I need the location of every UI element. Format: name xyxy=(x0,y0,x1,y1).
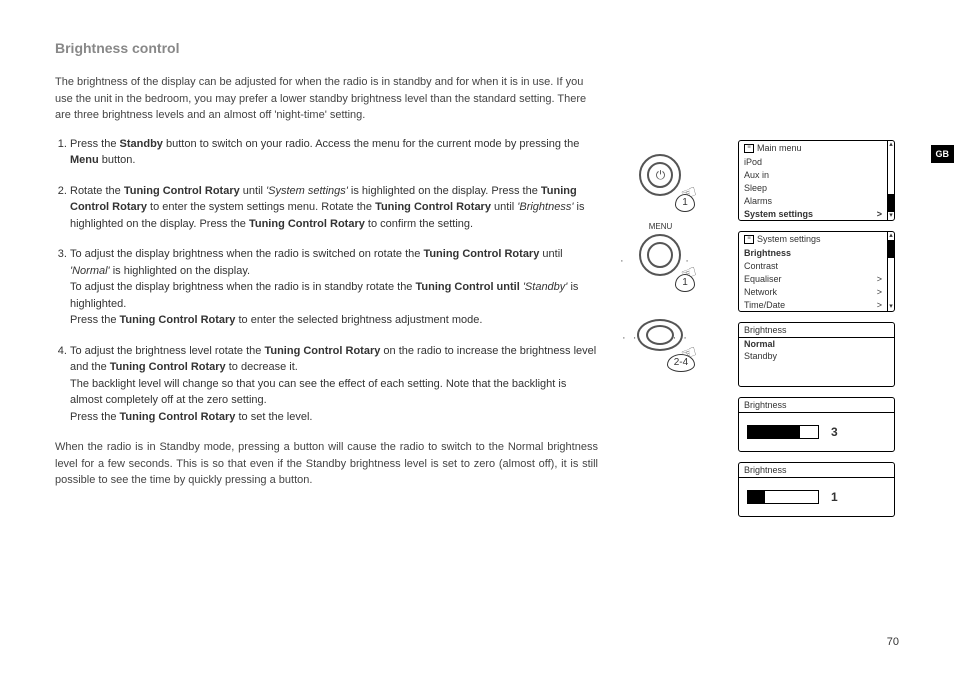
brightness-bar xyxy=(747,425,819,439)
knob-center xyxy=(647,242,673,268)
rotate-dots-icon: · xyxy=(685,255,691,267)
brightness-bar-fill xyxy=(748,426,801,438)
manual-page: Brightness control The brightness of the… xyxy=(0,0,954,527)
chevron-right-icon: > xyxy=(877,300,882,310)
menu-title: Main menu xyxy=(757,143,802,153)
brightness-select-screen: Brightness Normal Standby xyxy=(738,322,895,387)
menu-item: Aux in xyxy=(739,168,887,181)
text-column: Brightness control The brightness of the… xyxy=(55,40,618,527)
menu-item: Time/Date> xyxy=(739,298,887,311)
system-settings-screen: ≡ System settings Brightness Contrast Eq… xyxy=(738,231,895,312)
scrollbar: ▴ ▾ xyxy=(887,232,894,311)
menu-item: Standby xyxy=(739,350,894,362)
standby-knob-icon: ⏻ ☜ 1 xyxy=(618,140,703,210)
main-menu-screen: ≡ Main menu iPod Aux in Sleep Alarms Sys… xyxy=(738,140,895,221)
menu-item-selected: Normal xyxy=(739,338,894,350)
page-number: 70 xyxy=(887,636,899,648)
chevron-right-icon: > xyxy=(877,287,882,297)
illustrations-column: ⏻ ☜ 1 MENU ☜ · · 1 ☜ · · xyxy=(618,40,924,527)
scroll-up-icon: ▴ xyxy=(888,232,894,240)
menu-caption: MENU xyxy=(649,222,673,231)
step-4: To adjust the brightness level rotate th… xyxy=(70,343,598,426)
brightness-value: 3 xyxy=(831,425,838,439)
menu-item: Alarms xyxy=(739,194,887,207)
menu-item: Equaliser> xyxy=(739,272,887,285)
menu-title: System settings xyxy=(757,234,821,244)
menu-title-row: ≡ Main menu xyxy=(739,141,887,155)
brightness-level-1-screen: Brightness 1 xyxy=(738,462,895,517)
brightness-bar xyxy=(747,490,819,504)
knob-ring xyxy=(639,234,681,276)
chevron-right-icon: > xyxy=(877,209,882,219)
rotate-dots-icon: · · xyxy=(622,332,638,344)
knobs-column: ⏻ ☜ 1 MENU ☜ · · 1 ☜ · · xyxy=(618,40,738,527)
step-1: Press the Standby button to switch on yo… xyxy=(70,136,598,169)
scrollbar: ▴ ▾ xyxy=(887,141,894,220)
step-3: To adjust the display brightness when th… xyxy=(70,246,598,329)
language-tab: GB xyxy=(931,145,954,163)
menu-screens-column: ≡ Main menu iPod Aux in Sleep Alarms Sys… xyxy=(738,40,918,527)
menu-item-selected: Brightness xyxy=(739,246,887,259)
scroll-down-icon: ▾ xyxy=(888,303,894,311)
steps-list: Press the Standby button to switch on yo… xyxy=(55,136,598,426)
rotate-dots-icon: · · xyxy=(673,332,689,344)
intro-paragraph: The brightness of the display can be adj… xyxy=(55,74,598,124)
outro-paragraph: When the radio is in Standby mode, press… xyxy=(55,439,598,489)
panel-title: Brightness xyxy=(739,398,894,413)
step-badge: 1 xyxy=(675,194,695,212)
list-icon: ≡ xyxy=(744,235,754,244)
rotate-dots-icon: · xyxy=(620,255,626,267)
brightness-level-3-screen: Brightness 3 xyxy=(738,397,895,452)
brightness-bar-fill xyxy=(748,491,766,503)
step-badge: 2-4 xyxy=(667,354,695,372)
list-icon: ≡ xyxy=(744,144,754,153)
scroll-up-icon: ▴ xyxy=(888,141,894,149)
menu-item-selected: System settings> xyxy=(739,207,887,220)
step-2: Rotate the Tuning Control Rotary until '… xyxy=(70,183,598,233)
scroll-down-icon: ▾ xyxy=(888,212,894,220)
step-badge: 1 xyxy=(675,274,695,292)
panel-title: Brightness xyxy=(739,463,894,478)
menu-item: iPod xyxy=(739,155,887,168)
chevron-right-icon: > xyxy=(877,274,882,284)
menu-title-row: ≡ System settings xyxy=(739,232,887,246)
menu-knob-icon: MENU ☜ · · 1 xyxy=(618,220,703,290)
panel-title: Brightness xyxy=(739,323,894,338)
knob-ring: ⏻ xyxy=(639,154,681,196)
tuning-knob-icon: ☜ · · · · 2-4 xyxy=(618,300,703,370)
menu-item: Sleep xyxy=(739,181,887,194)
menu-item: Contrast xyxy=(739,259,887,272)
menu-item: Network> xyxy=(739,285,887,298)
knob-center xyxy=(646,325,674,345)
brightness-value: 1 xyxy=(831,490,838,504)
power-icon: ⏻ xyxy=(647,162,673,188)
page-title: Brightness control xyxy=(55,40,598,56)
